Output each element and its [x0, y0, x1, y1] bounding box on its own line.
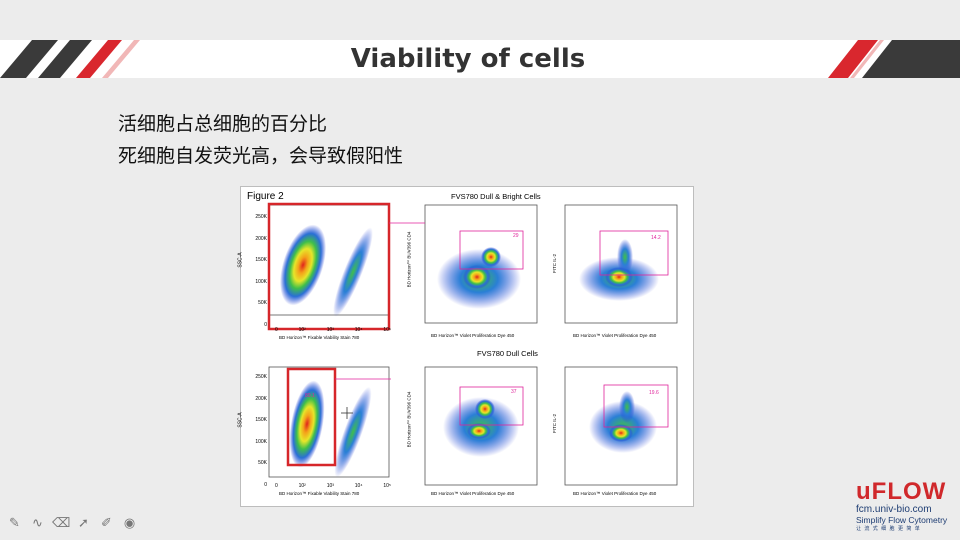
logo-tagline: Simplify Flow Cytometry [856, 515, 948, 525]
figure-label: Figure 2 [247, 191, 284, 202]
slide-title: Viability of cells [350, 44, 586, 74]
x-axis-label: BD Horizon™ Violet Proliferation Dye 450 [573, 333, 657, 338]
tick-label: 10³ [326, 327, 334, 333]
uflow-logo: uFLOW fcm.univ-bio.com Simplify Flow Cyt… [856, 478, 948, 532]
tick-label: 10⁵ [383, 327, 391, 333]
pointer-icon[interactable]: ➚ [78, 516, 89, 531]
figure-plots [267, 202, 678, 486]
tick-label: 250K [255, 214, 267, 220]
y-axis-label: FITC IL-2 [552, 413, 558, 434]
tick-label: 50K [258, 460, 267, 466]
left-stripes [0, 40, 960, 78]
gate-value: 19.6 [649, 390, 659, 396]
tick-label: 0 [264, 481, 267, 488]
y-axis-label: FITC IL-2 [552, 253, 558, 274]
y-axis-label: BD Horizon™ BUV396 CD4 [406, 391, 412, 448]
tick-label: 10³ [326, 483, 334, 489]
tick-label: 150K [255, 417, 267, 423]
tick-label: 0 [275, 483, 278, 489]
edit-icon[interactable]: ✐ [101, 516, 112, 531]
plot-bottom-mid [424, 366, 538, 486]
y-axis-label: SSC-A [237, 412, 244, 428]
tick-label: 0 [264, 321, 267, 328]
tick-label: 10⁵ [383, 483, 391, 489]
pen-icon[interactable]: ✎ [9, 516, 20, 531]
x-axis-label: BD Horizon™ Violet Proliferation Dye 450 [431, 333, 515, 338]
tick-label: 100K [255, 438, 267, 445]
gate-value: 29 [513, 233, 519, 239]
tick-label: 50K [258, 300, 267, 306]
y-axis-label: SSC-A [237, 252, 244, 268]
squiggle-icon[interactable]: ∿ [32, 516, 43, 531]
plot-top-right [564, 204, 678, 324]
logo-url: fcm.univ-bio.com [856, 504, 932, 515]
x-axis-label: BD Horizon™ Fixable Viability Stain 780 [279, 335, 360, 340]
x-axis-label: BD Horizon™ Violet Proliferation Dye 450 [431, 491, 515, 496]
x-ticks-top-left: 0 10² 10³ 10⁴ 10⁵ [275, 327, 391, 333]
ssc-ticks-bottom: 250K 200K 150K 100K 50K 0 [251, 367, 267, 496]
x-axis-label: BD Horizon™ Violet Proliferation Dye 450 [573, 491, 657, 496]
bullet-item: 活细胞占总细胞的百分比 [118, 113, 328, 135]
x-ticks-bottom-left: 0 10² 10³ 10⁴ 10⁵ [275, 483, 391, 489]
record-icon[interactable]: ◉ [123, 516, 136, 531]
bullet-item: 死细胞自发荧光高，会导致假阳性 [118, 145, 404, 167]
tick-label: 250K [255, 374, 267, 380]
tick-label: 200K [255, 395, 267, 402]
tick-label: 100K [255, 278, 267, 285]
bullet-list: 活细胞占总细胞的百分比 死细胞自发荧光高，会导致假阳性 [118, 108, 403, 172]
plot-top-mid [389, 204, 538, 324]
eraser-icon[interactable]: ⌫ [52, 516, 71, 531]
tick-label: 10² [298, 483, 306, 489]
flow-cytometry-figure: Figure 2 FVS780 Dull & Bright Cells FVS7… [237, 186, 694, 507]
x-axis-label: BD Horizon™ Fixable Viability Stain 780 [279, 491, 360, 496]
tick-label: 200K [255, 235, 267, 242]
ssc-ticks-top: 250K 200K 150K 100K 50K 0 [251, 207, 267, 336]
tick-label: 10² [298, 327, 306, 333]
gate-value: 14.2 [651, 235, 661, 241]
top-header: FVS780 Dull & Bright Cells [451, 192, 541, 201]
gate-value: 80.1 [305, 393, 315, 399]
tick-label: 10⁴ [354, 327, 363, 333]
plot-top-left [267, 202, 391, 331]
title-bar [0, 40, 960, 78]
tick-label: 10⁴ [354, 483, 363, 489]
y-axis-label: BD Horizon™ BUV396 CD4 [406, 231, 412, 288]
logo-chinese-tagline: 让 流 式 细 胞 更 简 单 [856, 526, 921, 532]
tick-label: 0 [275, 327, 278, 333]
tick-label: 150K [255, 257, 267, 263]
logo-wordmark: uFLOW [856, 478, 947, 505]
gate-value: 37 [511, 389, 517, 395]
plot-bottom-right [564, 366, 678, 486]
plot-bottom-left [268, 366, 391, 478]
bottom-header: FVS780 Dull Cells [477, 349, 538, 358]
presentation-toolbar: ✎ ∿ ⌫ ➚ ✐ ◉ [6, 515, 138, 532]
